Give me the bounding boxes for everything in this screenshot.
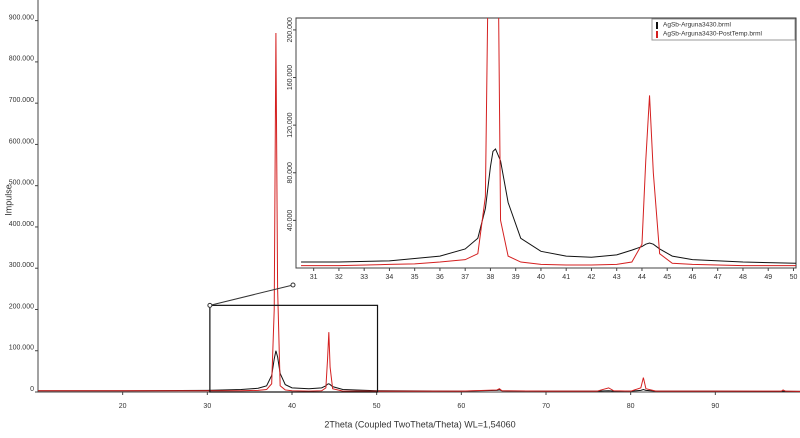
y-tick-label: 600.000 bbox=[9, 138, 34, 145]
x-tick-label: 20 bbox=[119, 403, 127, 410]
line-series bbox=[301, 148, 796, 264]
inset-background bbox=[295, 17, 797, 269]
x-tick-label: 42 bbox=[588, 274, 596, 281]
zoom-connector bbox=[209, 284, 294, 306]
x-tick-label: 30 bbox=[203, 403, 211, 410]
line-series bbox=[38, 350, 800, 392]
y-tick-label: 160.000 bbox=[287, 65, 294, 90]
x-tick-label: 36 bbox=[436, 274, 444, 281]
x-tick-label: 39 bbox=[512, 274, 520, 281]
zoom-box bbox=[209, 304, 379, 393]
line-series bbox=[38, 33, 800, 392]
y-tick-label: 300.000 bbox=[9, 262, 34, 269]
x-tick-label: 80 bbox=[627, 403, 635, 410]
x-axis-label: 2Theta (Coupled TwoTheta/Theta) WL=1,540… bbox=[324, 419, 515, 429]
zoom-handle bbox=[207, 302, 213, 308]
y-tick-label: 200.000 bbox=[287, 17, 294, 42]
y-tick-label: 800.000 bbox=[9, 56, 34, 63]
x-tick-label: 90 bbox=[711, 403, 719, 410]
x-tick-label: 32 bbox=[335, 274, 343, 281]
y-axis-label: Impulse bbox=[3, 184, 13, 216]
legend-label: AgSb-Arguna3430.brml bbox=[663, 22, 731, 29]
x-tick-label: 37 bbox=[461, 274, 469, 281]
line-series bbox=[301, 18, 796, 267]
y-tick-label: 100.000 bbox=[9, 345, 34, 352]
legend bbox=[651, 18, 796, 41]
x-tick-label: 33 bbox=[360, 274, 368, 281]
x-tick-label: 41 bbox=[562, 274, 570, 281]
plot-area bbox=[301, 18, 796, 267]
y-tick-label: 40.000 bbox=[287, 210, 294, 232]
x-tick-label: 44 bbox=[638, 274, 646, 281]
x-tick-label: 47 bbox=[714, 274, 722, 281]
y-tick-label: 900.000 bbox=[9, 14, 34, 21]
x-tick-label: 60 bbox=[457, 403, 465, 410]
legend-label: AgSb-Arguna3430-PostTemp.brml bbox=[663, 31, 763, 38]
x-tick-label: 45 bbox=[663, 274, 671, 281]
y-tick-label: 700.000 bbox=[9, 97, 34, 104]
legend-swatch bbox=[656, 31, 658, 38]
x-tick-label: 43 bbox=[613, 274, 621, 281]
x-tick-label: 38 bbox=[487, 274, 495, 281]
x-tick-label: 31 bbox=[310, 274, 318, 281]
legend-swatch bbox=[656, 22, 658, 29]
x-tick-label: 50 bbox=[790, 274, 798, 281]
x-tick-label: 34 bbox=[386, 274, 394, 281]
plot-area bbox=[38, 33, 800, 392]
x-tick-label: 50 bbox=[373, 403, 381, 410]
x-tick-label: 46 bbox=[689, 274, 697, 281]
x-tick-label: 49 bbox=[764, 274, 772, 281]
y-tick-label: 400.000 bbox=[9, 221, 34, 228]
axis bbox=[295, 18, 796, 269]
y-tick-label: 500.000 bbox=[9, 180, 34, 187]
y-tick-label: 120.000 bbox=[287, 112, 294, 137]
y-tick-label: 0 bbox=[30, 386, 34, 393]
x-tick-label: 40 bbox=[537, 274, 545, 281]
x-tick-label: 70 bbox=[542, 403, 550, 410]
y-tick-label: 200.000 bbox=[9, 303, 34, 310]
zoom-handle bbox=[290, 282, 296, 288]
y-tick-label: 80.000 bbox=[287, 162, 294, 184]
x-tick-label: 40 bbox=[288, 403, 296, 410]
x-tick-label: 35 bbox=[411, 274, 419, 281]
x-tick-label: 48 bbox=[739, 274, 747, 281]
